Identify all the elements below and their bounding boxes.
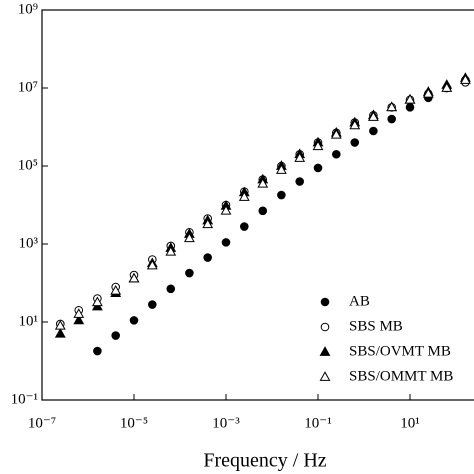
data-point <box>240 222 249 231</box>
data-point <box>404 93 416 104</box>
plot-frame <box>41 9 474 401</box>
data-point <box>350 138 360 147</box>
data-point <box>258 206 268 216</box>
data-point <box>183 232 195 243</box>
data-point <box>165 246 177 256</box>
data-point <box>275 164 287 174</box>
y-tick-label: 10¹ <box>19 313 39 329</box>
data-point <box>148 300 157 309</box>
data-point <box>422 87 434 98</box>
data-point <box>332 149 341 159</box>
data-point <box>349 119 361 130</box>
legend-marker <box>319 371 331 381</box>
data-point <box>387 114 396 124</box>
legend-marker <box>320 297 330 307</box>
x-tick-label: 10⁻¹ <box>304 415 331 431</box>
data-point <box>386 101 398 112</box>
x-tick-label: 10⁻⁵ <box>120 415 148 431</box>
x-tick-label: 10⁻³ <box>212 415 240 431</box>
y-tick-label: 10⁷ <box>18 79 38 95</box>
data-point <box>202 218 214 229</box>
x-axis-title: Frequency / Hz <box>203 450 326 472</box>
data-point <box>146 259 158 270</box>
data-point <box>91 296 103 307</box>
legend-text: SBS MB <box>349 318 403 334</box>
data-point <box>185 268 194 278</box>
legend-text: SBS/OVMT MB <box>349 343 451 359</box>
data-point <box>128 272 140 283</box>
legend-text: AB <box>349 293 370 309</box>
data-point <box>203 253 212 262</box>
data-point <box>73 314 85 325</box>
legend-marker <box>319 346 331 356</box>
data-point <box>277 190 286 200</box>
y-tick-label: 10³ <box>19 235 39 251</box>
data-point <box>369 126 378 136</box>
legend-text: SBS/OMMT MB <box>349 368 453 384</box>
data-point <box>405 102 415 112</box>
data-point <box>129 316 139 325</box>
data-point <box>312 140 324 151</box>
data-point <box>257 177 269 188</box>
data-point <box>111 331 120 340</box>
data-point <box>238 191 250 201</box>
data-point <box>166 284 176 294</box>
data-point <box>221 238 231 247</box>
data-point <box>93 346 102 356</box>
data-point <box>313 163 323 173</box>
data-point <box>54 327 66 338</box>
x-tick-label: 10⁻⁷ <box>28 415 56 431</box>
legend-marker <box>320 322 330 332</box>
y-tick-label: 10⁻¹ <box>11 391 38 407</box>
data-point <box>294 152 306 162</box>
y-tick-label: 10⁵ <box>18 157 38 173</box>
data-point <box>441 82 453 92</box>
y-tick-label: 10⁹ <box>18 1 38 17</box>
data-point <box>295 177 304 186</box>
data-point <box>73 308 85 318</box>
data-point <box>220 204 232 215</box>
x-tick-label: 10¹ <box>400 415 420 431</box>
data-point <box>330 129 342 139</box>
data-point <box>54 319 66 330</box>
data-point <box>110 285 122 295</box>
data-point <box>459 74 471 84</box>
data-point <box>367 111 379 121</box>
